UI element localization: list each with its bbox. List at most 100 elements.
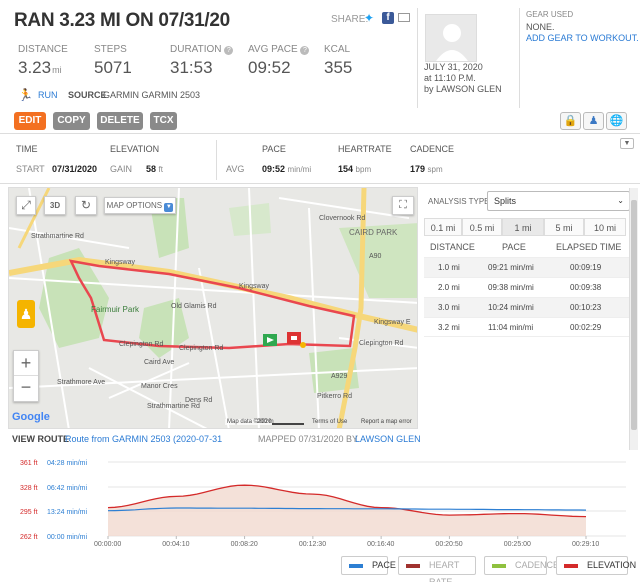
pace-value: 09:52 min/mi — [262, 164, 312, 174]
map-label: Strathmartine Rd — [31, 233, 84, 240]
table-row[interactable]: 1.0 mi 09:21 min/mi 00:09:19 — [424, 257, 629, 277]
activity-chart[interactable]: 361 ft 04:28 min/mi 328 ft 06:42 min/mi 295 … — [0, 452, 640, 554]
split-distance: 3.0 mi — [438, 303, 460, 312]
3d-icon[interactable]: 3D — [44, 196, 66, 215]
map-label: Manor Cres — [141, 383, 178, 390]
tab-0-5-mi[interactable]: 0.5 mi — [462, 218, 502, 236]
toolbar — [0, 110, 640, 134]
legend-elevation-button[interactable]: ELEVATION — [556, 556, 636, 575]
delete-button[interactable]: DELETE — [97, 112, 143, 130]
x-tick-label: 00:00:00 — [94, 541, 121, 548]
view-route-label: VIEW ROUTE — [12, 434, 70, 444]
x-tick-label: 00:25:00 — [504, 541, 531, 548]
split-elapsed: 00:10:23 — [570, 303, 602, 312]
expand-icon[interactable]: ⛶ — [392, 196, 414, 215]
split-pace: 10:24 min/mi — [488, 303, 534, 312]
date-line2: at 11:10 P.M. — [424, 73, 476, 83]
map-label: Caird Ave — [144, 359, 174, 366]
elevation-label: ELEVATION — [110, 144, 160, 154]
chevron-down-icon: ⌄ — [617, 196, 624, 205]
legend-pace-button[interactable]: PACE — [341, 556, 396, 575]
tab-10-mi[interactable]: 10 mi — [584, 218, 626, 236]
stat-steps-label: STEPS — [94, 44, 127, 55]
help-icon[interactable]: ? — [224, 46, 234, 55]
tab-0-1-mi[interactable]: 0.1 mi — [424, 218, 462, 236]
chevron-down-icon: ▼ — [164, 203, 174, 212]
stat-pace-value: 09:52 — [248, 58, 291, 77]
split-header-distance: DISTANCE — [430, 242, 475, 252]
map-label: Dens Rd — [185, 397, 212, 404]
split-elapsed: 00:09:19 — [570, 263, 602, 272]
zoom-in-button[interactable]: + — [14, 351, 38, 376]
stat-distance-label: DISTANCE — [18, 44, 68, 55]
rotate-icon[interactable]: ↻ — [75, 196, 97, 215]
legend-cadence-button[interactable]: CADENCE — [484, 556, 559, 575]
gain-value: 58 ft — [146, 164, 163, 174]
x-tick-label: 00:12:30 — [299, 541, 326, 548]
email-icon[interactable] — [398, 13, 410, 22]
pegman-icon[interactable]: ♟ — [17, 300, 35, 328]
map-label: Kingsway — [239, 283, 269, 290]
people-icon[interactable]: ♟ — [583, 112, 604, 130]
y-tick-elevation: 295 ft — [20, 509, 38, 516]
time-label: TIME — [16, 144, 38, 154]
stat-duration-label: DURATION ? — [170, 44, 234, 55]
globe-icon[interactable]: 🌐 — [606, 112, 627, 130]
avatar[interactable] — [425, 14, 477, 62]
map-label: Strathmore Ave — [57, 379, 105, 386]
route-line — [68, 259, 356, 350]
report-error-link[interactable]: Report a map error — [361, 419, 412, 425]
lock-icon[interactable]: 🔒 — [560, 112, 581, 130]
page-title: RAN 3.23 MI ON 07/31/20 — [14, 10, 230, 31]
stat-duration-value: 31:53 — [170, 58, 213, 77]
terms-link[interactable]: Terms of Use — [312, 419, 348, 425]
y-tick-elevation: 361 ft — [20, 460, 38, 467]
stat-pace-label: AVG PACE ? — [248, 44, 310, 55]
tcx-button[interactable]: TCX — [150, 112, 177, 130]
scrollbar[interactable] — [629, 188, 638, 450]
tab-5-mi[interactable]: 5 mi — [544, 218, 584, 236]
analysis-type-select[interactable]: Splits ⌄ — [487, 191, 630, 211]
chevron-down-icon[interactable]: ▼ — [620, 138, 634, 149]
add-gear-link[interactable]: ADD GEAR TO WORKOUT. — [526, 33, 639, 43]
copy-button[interactable]: COPY — [53, 112, 90, 130]
zoom-out-button[interactable]: − — [20, 377, 32, 397]
table-row[interactable]: 3.0 mi 10:24 min/mi 00:10:23 — [424, 297, 629, 317]
route-map[interactable]: Kingsway Kingsway Kingsway E Fairmuir Pa… — [8, 187, 418, 429]
x-tick-label: 00:29:10 — [572, 541, 599, 548]
map-attribution: Map data ©2020 — [225, 419, 274, 425]
scale-bar — [272, 423, 304, 425]
divider — [519, 8, 520, 108]
source-value: GARMIN GARMIN 2503 — [103, 90, 201, 100]
table-row[interactable]: 2.0 mi 09:38 min/mi 00:09:38 — [424, 277, 629, 297]
mapped-by-label: MAPPED 07/31/2020 BY — [258, 434, 359, 444]
fullscreen-icon[interactable]: ⤢ — [16, 196, 36, 215]
x-tick-label: 00:16:40 — [367, 541, 394, 548]
scrollbar-thumb[interactable] — [631, 200, 637, 430]
source-label: SOURCE — [68, 90, 107, 100]
gear-label: GEAR USED — [526, 10, 574, 19]
user-silhouette-icon — [436, 24, 468, 61]
pace-line — [107, 507, 587, 512]
route-link[interactable]: Route from GARMIN 2503 (2020-07-31 — [65, 434, 223, 444]
legend-heartrate-button[interactable]: HEART RATE — [398, 556, 476, 582]
x-tick-label: 00:08:20 — [231, 541, 258, 548]
help-icon[interactable]: ? — [300, 46, 310, 55]
map-label: Kingsway — [105, 259, 135, 266]
analysis-type-label: ANALYSIS TYPE: — [428, 197, 492, 206]
legend-swatch — [564, 564, 578, 568]
zoom-control: + − — [13, 350, 39, 402]
edit-button[interactable]: EDIT — [14, 112, 46, 130]
y-tick-elevation: 262 ft — [20, 534, 38, 541]
twitter-icon[interactable]: ✦ — [364, 11, 375, 25]
stat-steps-value: 5071 — [94, 58, 132, 77]
stat-distance-value: 3.23mi — [18, 58, 62, 77]
map-canvas[interactable]: Kingsway Kingsway Kingsway E Fairmuir Pa… — [9, 188, 418, 429]
facebook-icon[interactable]: f — [382, 12, 394, 24]
map-label: Clepington Rd — [119, 341, 163, 348]
mapped-by-link[interactable]: LAWSON GLEN — [355, 434, 421, 444]
tab-1-mi[interactable]: 1 mi — [502, 218, 544, 236]
map-options-button[interactable]: MAP OPTIONS ▼ — [104, 197, 176, 214]
table-row[interactable]: 3.2 mi 11:04 min/mi 00:02:29 — [424, 317, 629, 337]
activity-type-link[interactable]: RUN — [38, 90, 58, 100]
